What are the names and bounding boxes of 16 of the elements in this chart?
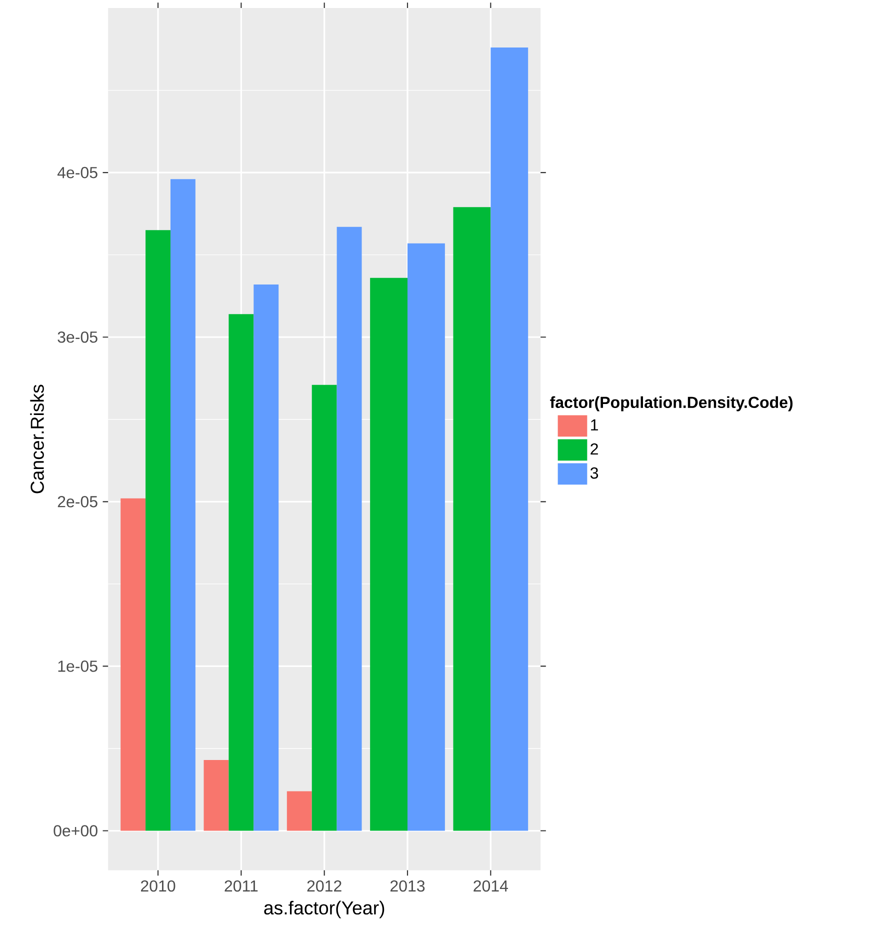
y-tick-label: 1e-05 [58, 660, 98, 672]
y-tick-label: 0e+00 [54, 825, 98, 836]
y-tick-label: 3e-05 [58, 331, 98, 343]
y-axis-title: Cancer.Risks [30, 384, 44, 494]
y-tick-label: 4e-05 [58, 166, 98, 178]
legend-title: factor(Population.Density.Code) [550, 396, 793, 412]
x-tick-label: 2014 [474, 880, 508, 892]
legend-label: 3 [590, 467, 598, 479]
x-tick-label: 2010 [141, 880, 176, 892]
x-tick-label: 2011 [224, 880, 258, 892]
x-tick-label: 2012 [308, 880, 342, 892]
x-tick-label: 2013 [390, 880, 425, 892]
x-axis-title: as.factor(Year) [264, 900, 384, 918]
legend-label: 2 [590, 443, 598, 455]
legend-label: 1 [591, 419, 598, 430]
y-tick-label: 2e-05 [58, 496, 98, 508]
